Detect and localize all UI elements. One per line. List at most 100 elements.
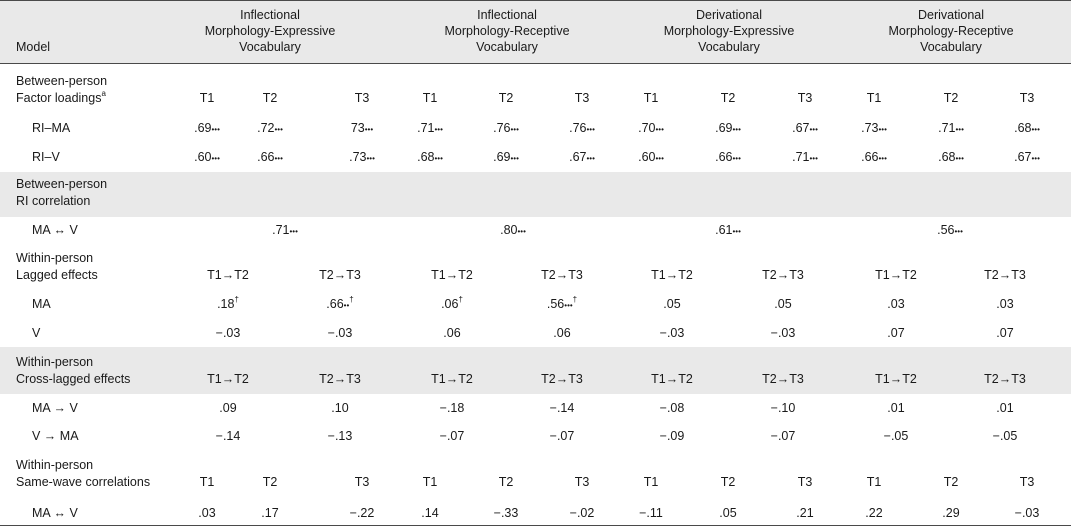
table-cell: .71••• [272, 222, 298, 240]
wave-header: T2 [498, 91, 514, 105]
cell-value: .56 [937, 223, 955, 237]
interval-header: T1→T2 [431, 268, 473, 282]
cell-value: .68 [417, 150, 435, 164]
significance-marker: ••• [809, 125, 818, 134]
table-cell: −.10 [771, 400, 796, 417]
wave-header: T3 [1019, 91, 1035, 105]
cell-value: .69 [493, 150, 511, 164]
interval-header: T2→T3 [762, 372, 804, 386]
interval-header: T1→T2 [651, 268, 693, 282]
cell-value: .67 [1014, 150, 1032, 164]
cell-value: −.22 [349, 506, 375, 520]
column-header-line: Inflectional [477, 8, 537, 22]
cell-value: 73 [350, 121, 365, 135]
row-label: MA → V [32, 401, 78, 415]
cell-value: −.13 [327, 429, 353, 443]
wave-header: T2 [498, 475, 514, 489]
header-rule [0, 63, 1071, 64]
interval-header: T1→T2 [875, 268, 917, 282]
cell-value: −.05 [883, 429, 909, 443]
table-cell: .66••• [715, 149, 741, 167]
cell-value: −.07 [549, 429, 575, 443]
table-cell: .67••• [1014, 149, 1040, 167]
column-header-line: Vocabulary [476, 40, 538, 54]
wave-header: T2 [720, 91, 736, 105]
significance-marker: •• [343, 301, 350, 310]
column-header-line: Derivational [695, 8, 763, 22]
table-cell: .73••• [349, 149, 375, 167]
table-cell: .61••• [715, 222, 741, 240]
wave-header: T1 [866, 91, 882, 105]
cell-value: .71 [272, 223, 290, 237]
table-cell: .03 [996, 296, 1013, 313]
cell-value: .66 [326, 297, 344, 311]
cell-value: −.09 [659, 429, 685, 443]
cell-value: .05 [774, 297, 792, 311]
header-band [0, 0, 1071, 63]
footnote-marker: a [101, 88, 106, 98]
table-cell: −.14 [550, 400, 575, 417]
significance-marker: ••• [955, 125, 964, 134]
cell-value: .66 [257, 150, 275, 164]
cell-value: .17 [261, 506, 279, 520]
interval-header: T1→T2 [875, 372, 917, 386]
table-cell: −.05 [993, 428, 1018, 445]
significance-marker: ••• [211, 154, 220, 163]
cell-value: −.33 [493, 506, 519, 520]
dagger-marker: † [349, 294, 354, 304]
table-cell: .18† [217, 295, 239, 313]
cell-value: .69 [715, 121, 733, 135]
wave-header: T1 [422, 91, 438, 105]
table-cell: .17 [261, 505, 278, 522]
row-label: RI–V [32, 150, 60, 164]
cell-value: −.03 [1014, 506, 1040, 520]
table-cell: .72••• [257, 120, 283, 138]
cell-value: .18 [217, 297, 235, 311]
wave-header: T2 [262, 475, 278, 489]
significance-marker: ••• [586, 154, 595, 163]
cell-value: .67 [792, 121, 810, 135]
cell-value: .07 [996, 326, 1014, 340]
cell-value: .03 [198, 506, 216, 520]
table-cell: .10 [331, 400, 348, 417]
table-cell: −.08 [660, 400, 685, 417]
significance-marker: ••• [732, 125, 741, 134]
table-cell: 73••• [351, 120, 373, 138]
interval-header: T1→T2 [431, 372, 473, 386]
cell-value: .01 [996, 401, 1014, 415]
wave-header: T1 [199, 91, 215, 105]
table-cell: .69••• [715, 120, 741, 138]
column-header-line: Morphology-Expressive [663, 24, 795, 38]
cell-value: .56 [546, 297, 565, 311]
interval-header: T2→T3 [319, 372, 361, 386]
wave-header: T2 [720, 475, 736, 489]
column-header-line: Vocabulary [239, 40, 301, 54]
table-cell: .01 [887, 400, 904, 417]
section-title: Within-person [16, 458, 94, 472]
table-cell: −.03 [1015, 505, 1040, 522]
table-cell: .67••• [569, 149, 595, 167]
cell-value: .09 [219, 401, 237, 415]
table-top-rule [0, 0, 1071, 1]
significance-marker: ••• [732, 227, 741, 236]
cell-value: −.18 [439, 401, 465, 415]
significance-marker: ••• [366, 154, 375, 163]
interval-header: T2→T3 [762, 268, 804, 282]
wave-header: T1 [199, 475, 215, 489]
table-cell: .60••• [194, 149, 220, 167]
cell-value: .14 [421, 506, 439, 520]
cell-value: .71 [792, 150, 810, 164]
table-cell: .66••• [861, 149, 887, 167]
cell-value: .70 [638, 121, 656, 135]
cell-value: .69 [194, 121, 212, 135]
cell-value: −.03 [659, 326, 685, 340]
table-cell: .68••• [1014, 120, 1040, 138]
table-cell: .60••• [638, 149, 664, 167]
section-band-cross-lagged [0, 347, 1071, 394]
cell-value: −.07 [770, 429, 796, 443]
table-cell: .21 [796, 505, 813, 522]
interval-header: T1→T2 [207, 372, 249, 386]
section-title: Between-person [16, 177, 108, 191]
column-header-line: Vocabulary [698, 40, 760, 54]
